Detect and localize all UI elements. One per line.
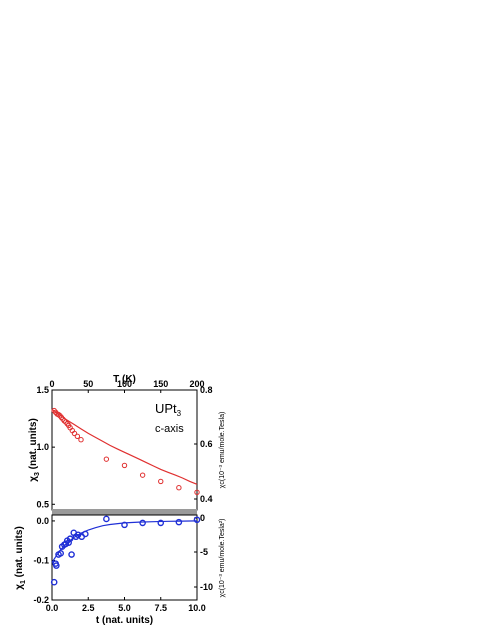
- top-y-axis-title: χ3 (nat. units): [28, 418, 41, 482]
- top-point-20: [176, 485, 182, 491]
- top-left-y-axis-ticks: 0.5 1.0 1.5: [36, 385, 55, 509]
- bottom-x-tick-label-3: 7.5: [154, 603, 167, 613]
- top-right-y-axis-title: χc(10⁻³ emu/mole.Tesla): [219, 412, 226, 489]
- bottom-point-19: [139, 519, 146, 527]
- top-y-tick-label-0: 0.5: [36, 499, 49, 509]
- top-x-axis-ticks: 0 50 100 150 200: [49, 379, 205, 393]
- bottom-point-22: [193, 516, 201, 524]
- bottom-right-y-tick-label-0: -10: [200, 582, 213, 592]
- top-x-tick-label-3: 150: [153, 379, 168, 389]
- top-y-axis-title-rest: (nat. units): [28, 418, 39, 472]
- top-point-15: [78, 437, 84, 443]
- annotation-material-main: UPt: [155, 401, 177, 416]
- top-x-axis-title: T (K): [113, 374, 136, 385]
- bottom-right-y-axis-title: χc(10⁻³ emu/mole.Tesla²): [219, 519, 226, 598]
- annotation-material: UPt3: [155, 401, 182, 418]
- annotation-material-sub: 3: [177, 409, 182, 418]
- top-x-tick-label-0: 0: [49, 379, 54, 389]
- bottom-y-axis-title-main: χ: [14, 584, 25, 590]
- top-x-tick-label-2: 100: [117, 379, 132, 389]
- top-point-21: [194, 489, 200, 495]
- top-point-17: [121, 462, 128, 469]
- top-point-14: [74, 433, 81, 439]
- bottom-x-tick-label-0: 0.0: [46, 603, 59, 613]
- bottom-y-axis-title-rest: (nat. units): [14, 526, 25, 580]
- bottom-y-tick-label-1: -0.1: [33, 555, 49, 565]
- panel-divider-band: [52, 509, 197, 515]
- bottom-point-17: [103, 515, 110, 523]
- top-point-18: [139, 472, 146, 478]
- bottom-x-tick-label-1: 2.5: [82, 603, 95, 613]
- bottom-y-axis-title-sub: 1: [20, 580, 27, 584]
- top-x-tick-label-4: 200: [189, 379, 204, 389]
- top-fit-line: [51, 408, 198, 485]
- top-point-16: [103, 456, 110, 462]
- bottom-right-y-tick-label-2: 0: [200, 513, 205, 523]
- top-y-axis-title-main: χ: [28, 476, 39, 482]
- bottom-point-21: [175, 518, 183, 526]
- bottom-y-tick-label-0: -0.2: [33, 595, 49, 605]
- bottom-fit-line: [51, 520, 198, 563]
- top-point-19: [158, 478, 164, 485]
- bottom-point-18: [121, 521, 128, 529]
- annotation-orientation: c-axis: [155, 423, 184, 435]
- top-right-y-axis-ticks: 0.4 0.6 0.8: [194, 385, 213, 504]
- bottom-x-axis-ticks: 0.0 2.5 5.0 7.5 10.0: [46, 597, 206, 613]
- top-right-y-tick-label-1: 0.6: [200, 439, 213, 449]
- bottom-right-y-tick-label-1: -5: [200, 547, 208, 557]
- top-data-series: [51, 407, 200, 495]
- top-point-13: [71, 430, 78, 437]
- top-y-axis-title-sub: 3: [34, 472, 41, 476]
- bottom-point-2: [53, 562, 60, 569]
- bottom-x-axis-title: t (nat. units): [96, 615, 153, 626]
- bottom-y-axis-title: χ1 (nat. units): [14, 526, 27, 590]
- bottom-point-9: [65, 539, 72, 546]
- top-y-tick-label-2: 1.5: [36, 385, 49, 395]
- bottom-x-tick-label-2: 5.0: [118, 603, 131, 613]
- bottom-point-11: [68, 551, 75, 558]
- top-right-y-tick-label-2: 0.8: [200, 385, 213, 395]
- top-x-tick-label-1: 50: [83, 379, 93, 389]
- bottom-data-series: [50, 515, 201, 586]
- top-panel: 0 50 100 150 200 0.5 1.0 1.5 0.4 0.6 0.8 T (K) χ…: [28, 374, 226, 511]
- bottom-point-20: [157, 519, 165, 527]
- bottom-panel: 0.0 2.5 5.0 7.5 10.0 -0.2 -0.1 0.0 -10 -5 0 t (n…: [14, 513, 226, 626]
- bottom-x-tick-label-4: 10.0: [188, 603, 206, 613]
- bottom-point-0: [50, 578, 58, 586]
- top-y-tick-label-1: 1.0: [36, 442, 49, 452]
- bottom-y-tick-label-2: 0.0: [36, 516, 49, 526]
- top-right-y-tick-label-0: 0.4: [200, 494, 213, 504]
